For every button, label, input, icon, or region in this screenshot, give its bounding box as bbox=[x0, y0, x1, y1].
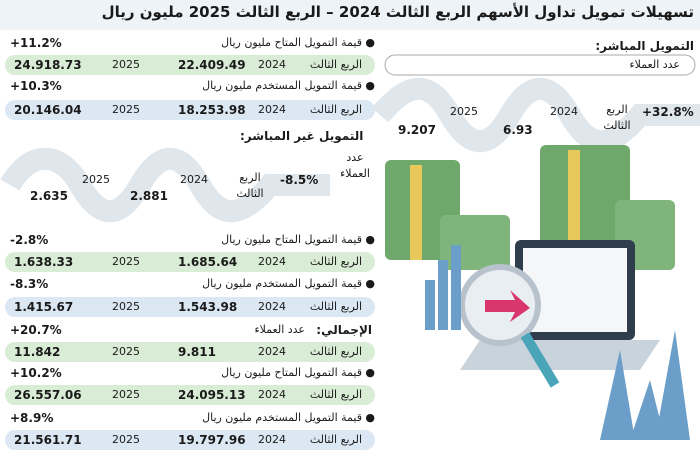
bullet: ● bbox=[365, 36, 375, 49]
quarter: الربع الثالث bbox=[309, 58, 362, 71]
section-heading: التمويل المباشر: bbox=[595, 39, 694, 53]
value: 1.415.67 bbox=[14, 300, 74, 314]
year: 2024 bbox=[258, 388, 286, 401]
change: -8.3% bbox=[10, 277, 49, 291]
value-bar bbox=[5, 252, 375, 272]
wave-quarter: الربع الثالث bbox=[603, 103, 631, 132]
value: 24.095.13 bbox=[178, 388, 246, 402]
value: 1.638.33 bbox=[14, 255, 74, 269]
wave-value_a: 2.881 bbox=[130, 189, 168, 203]
year: 2025 bbox=[112, 255, 140, 268]
year: 2025 bbox=[112, 388, 140, 401]
value-bar bbox=[5, 297, 375, 317]
bullet: ● bbox=[365, 79, 375, 92]
change: +11.2% bbox=[10, 36, 62, 50]
year: 2025 bbox=[112, 103, 140, 116]
bar-graphics bbox=[425, 245, 690, 440]
wave bbox=[0, 147, 330, 223]
customers-label: عدد العملاء bbox=[629, 58, 680, 71]
wave-year_b: 2025 bbox=[82, 173, 110, 186]
section-heading: التمويل غير المباشر: bbox=[240, 129, 364, 143]
wave-value_b: 9.207 bbox=[398, 123, 436, 137]
title: تسهيلات تمويل تداول الأسهم الربع الثالث … bbox=[101, 3, 694, 21]
bullet: ● bbox=[365, 277, 375, 290]
label-box bbox=[384, 54, 696, 76]
year: 2025 bbox=[112, 433, 140, 446]
row-label: قيمة التمويل المتاح مليون ريال bbox=[221, 233, 362, 246]
wave-change: +32.8% bbox=[642, 105, 694, 119]
value-bar bbox=[5, 385, 375, 405]
value: 1.685.64 bbox=[178, 255, 238, 269]
quarter: الربع الثالث bbox=[309, 388, 362, 401]
change: +10.3% bbox=[10, 79, 62, 93]
wave-value_a: 6.93 bbox=[503, 123, 533, 137]
quarter: الربع الثالث bbox=[309, 300, 362, 313]
change: +8.9% bbox=[10, 411, 54, 425]
quarter: الربع الثالث bbox=[309, 345, 362, 358]
year: 2024 bbox=[258, 345, 286, 358]
row-label: قيمة التمويل المتاح مليون ريال bbox=[221, 36, 362, 49]
bullet: ● bbox=[365, 233, 375, 246]
year: 2024 bbox=[258, 255, 286, 268]
row-label: قيمة التمويل المتاح مليون ريال bbox=[221, 366, 362, 379]
quarter: الربع الثالث bbox=[309, 103, 362, 116]
wave-year_b: 2025 bbox=[450, 105, 478, 118]
year: 2024 bbox=[258, 300, 286, 313]
wave-year_a: 2024 bbox=[550, 105, 578, 118]
value: 21.561.71 bbox=[14, 433, 82, 447]
value: 1.543.98 bbox=[178, 300, 238, 314]
value: 20.146.04 bbox=[14, 103, 82, 117]
year: 2024 bbox=[258, 103, 286, 116]
quarter: الربع الثالث bbox=[309, 433, 362, 446]
year: 2024 bbox=[258, 433, 286, 446]
wave-year_a: 2024 bbox=[180, 173, 208, 186]
bullet: ● bbox=[365, 366, 375, 379]
customers-label: عدد العملاء bbox=[340, 151, 370, 180]
year: 2025 bbox=[112, 58, 140, 71]
wave-quarter: الربع الثالث bbox=[236, 171, 264, 200]
wave-change: -8.5% bbox=[280, 173, 319, 187]
title-bar bbox=[0, 0, 700, 30]
row-label: قيمة التمويل المستخدم مليون ريال bbox=[202, 411, 362, 424]
total-label: عدد العملاء bbox=[254, 323, 305, 336]
total-heading: الإجمالي: bbox=[316, 323, 372, 337]
value-bar bbox=[5, 430, 375, 450]
row-label: قيمة التمويل المستخدم مليون ريال bbox=[202, 277, 362, 290]
value: 24.918.73 bbox=[14, 58, 82, 72]
change: +10.2% bbox=[10, 366, 62, 380]
year: 2025 bbox=[112, 300, 140, 313]
quarter: الربع الثالث bbox=[309, 255, 362, 268]
value: 18.253.98 bbox=[178, 103, 246, 117]
wave-value_b: 2.635 bbox=[30, 189, 68, 203]
value: 22.409.49 bbox=[178, 58, 246, 72]
value: 19.797.96 bbox=[178, 433, 246, 447]
row-label: قيمة التمويل المستخدم مليون ريال bbox=[202, 79, 362, 92]
bullet: ● bbox=[365, 411, 375, 424]
change: +20.7% bbox=[10, 323, 62, 337]
value-bar bbox=[5, 100, 375, 120]
value: 9.811 bbox=[178, 345, 216, 359]
year: 2024 bbox=[258, 58, 286, 71]
laptop bbox=[459, 240, 660, 388]
wave bbox=[371, 77, 700, 153]
change: -2.8% bbox=[10, 233, 49, 247]
value: 26.557.06 bbox=[14, 388, 82, 402]
value-bar bbox=[5, 342, 375, 362]
year: 2025 bbox=[112, 345, 140, 358]
value-bar bbox=[5, 55, 375, 75]
value: 11.842 bbox=[14, 345, 61, 359]
